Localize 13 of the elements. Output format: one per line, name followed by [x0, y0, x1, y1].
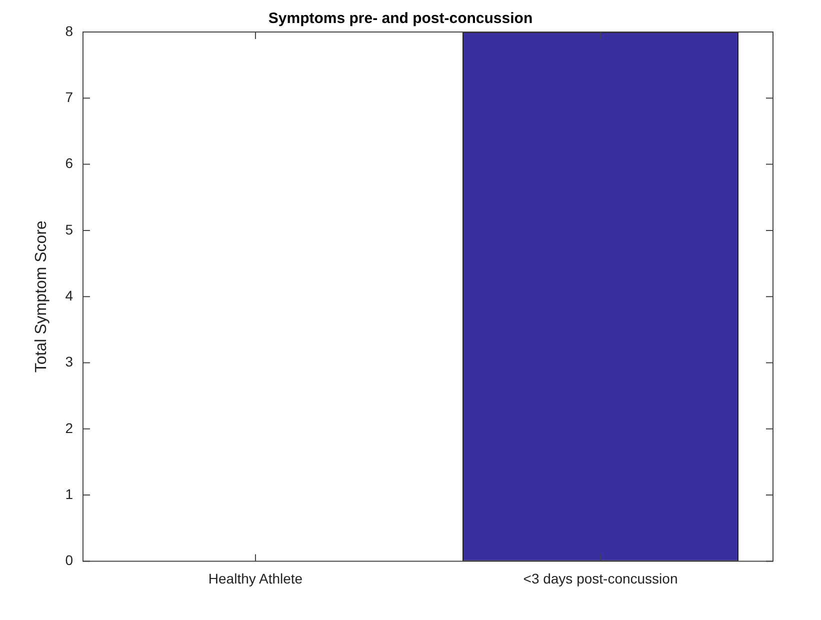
chart-title: Symptoms pre- and post-concussion — [268, 10, 533, 28]
x-tick-label: Healthy Athlete — [208, 570, 303, 586]
y-tick-label: 0 — [65, 552, 74, 568]
y-tick-label: 4 — [65, 287, 74, 304]
y-tick-label: 3 — [65, 354, 74, 370]
y-tick-label: 2 — [65, 420, 74, 436]
x-tick-label: <3 days post-concussion — [523, 570, 678, 586]
y-tick-label: 8 — [65, 22, 74, 39]
y-tick-label: 7 — [65, 89, 74, 106]
y-tick-label: 1 — [65, 486, 74, 502]
y-tick-label: 5 — [65, 221, 74, 238]
y-tick-label: 6 — [65, 155, 74, 172]
y-axis-title: Total Symptom Score — [33, 220, 50, 373]
